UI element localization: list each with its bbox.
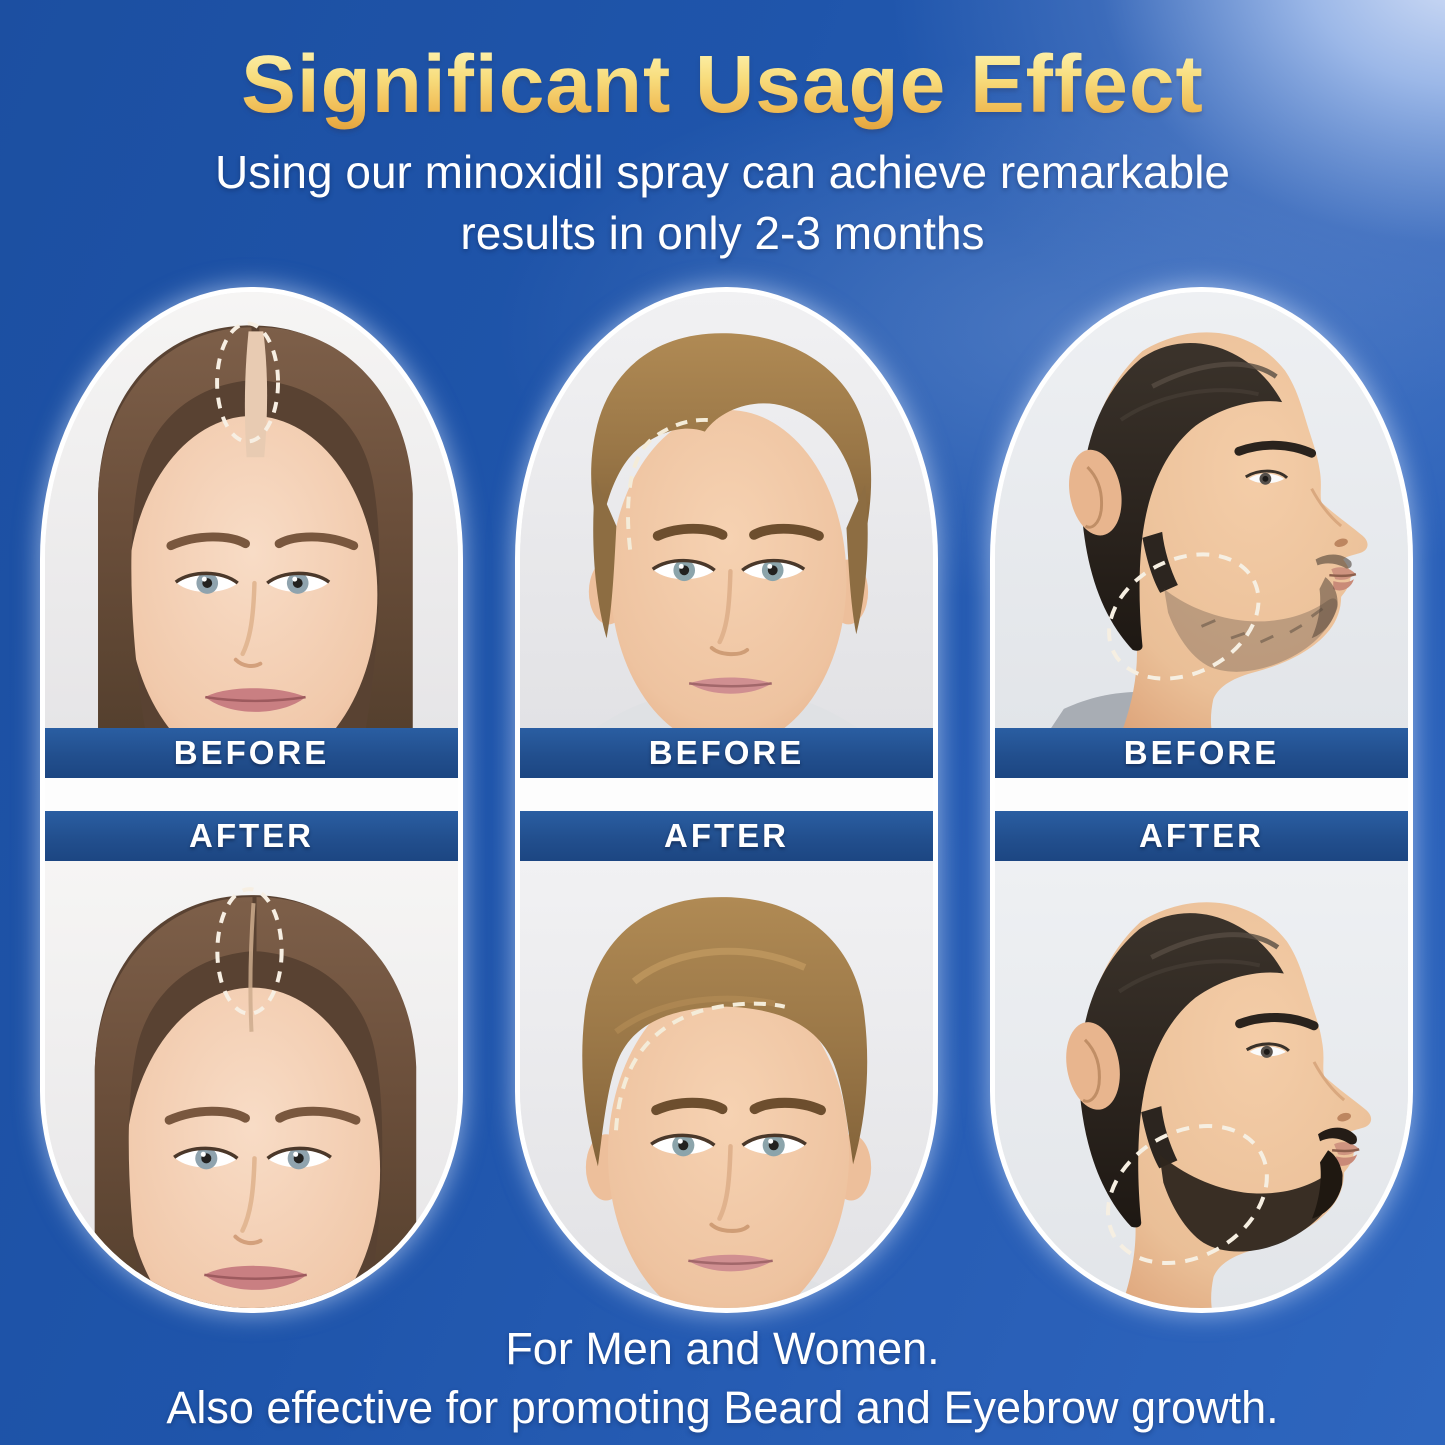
portrait-young-man-before: [520, 292, 933, 728]
subtitle: Using our minoxidil spray can achieve re…: [0, 142, 1445, 264]
banner-divider: [995, 778, 1408, 811]
comparison-columns: BEFORE AFTER: [40, 287, 1413, 1313]
portrait-man-profile-before: [995, 292, 1408, 728]
photo-before-young-man: [520, 292, 933, 728]
before-banner-young-man: BEFORE: [520, 728, 933, 778]
portrait-woman-before: [45, 292, 458, 728]
photo-before-woman: [45, 292, 458, 728]
before-banner-man-beard: BEFORE: [995, 728, 1408, 778]
thinning-part-marker: [215, 321, 281, 444]
footer-text: For Men and Women. Also effective for pr…: [0, 1320, 1445, 1437]
comparison-capsule-man-beard: BEFORE AFTER: [990, 287, 1413, 1313]
footer-line-2: Also effective for promoting Beard and E…: [166, 1381, 1279, 1433]
banner-divider: [520, 778, 933, 811]
comparison-capsule-young-man: BEFORE AFTER: [515, 287, 938, 1313]
before-banner-woman: BEFORE: [45, 728, 458, 778]
photo-after-woman: [45, 861, 458, 1308]
portrait-man-profile-after: [995, 861, 1408, 1308]
footer-line-1: For Men and Women.: [505, 1323, 940, 1374]
after-banner-woman: AFTER: [45, 811, 458, 861]
photo-after-young-man: [520, 861, 933, 1308]
portrait-woman-after: [45, 861, 458, 1308]
full-beard-marker: [1105, 1124, 1269, 1265]
regrown-part-marker: [215, 887, 284, 1016]
page-title: Significant Usage Effect: [0, 38, 1445, 132]
portrait-young-man-after: [520, 861, 933, 1308]
subtitle-line-2: results in only 2-3 months: [460, 207, 985, 260]
comparison-capsule-woman: BEFORE AFTER: [40, 287, 463, 1313]
photo-before-man-beard: [995, 292, 1408, 728]
after-banner-man-beard: AFTER: [995, 811, 1408, 861]
after-banner-young-man: AFTER: [520, 811, 933, 861]
banner-divider: [45, 778, 458, 811]
subtitle-line-1: Using our minoxidil spray can achieve re…: [214, 146, 1230, 198]
restored-hairline-marker: [614, 1001, 786, 1131]
photo-after-man-beard: [995, 861, 1408, 1308]
